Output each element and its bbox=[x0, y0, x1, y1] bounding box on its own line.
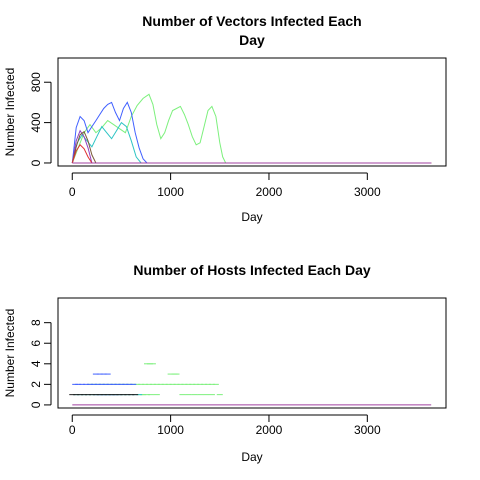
chart-title: Day bbox=[239, 32, 265, 48]
y-tick-label: 800 bbox=[29, 72, 43, 92]
x-tick-label: 0 bbox=[69, 185, 76, 199]
x-tick-label: 3000 bbox=[354, 423, 381, 437]
x-tick-label: 1000 bbox=[157, 185, 184, 199]
y-tick-label: 0 bbox=[29, 401, 43, 408]
plot-frame bbox=[57, 297, 447, 409]
y-tick-label: 4 bbox=[29, 360, 43, 367]
y-tick-label: 0 bbox=[29, 159, 43, 166]
plot-frame bbox=[57, 57, 447, 167]
series-line-3 bbox=[71, 129, 432, 164]
series-line-1 bbox=[71, 101, 432, 164]
chart-title: Number of Hosts Infected Each Day bbox=[133, 262, 370, 278]
x-tick-label: 0 bbox=[69, 423, 76, 437]
chart-title: Number of Vectors Infected Each bbox=[142, 13, 361, 29]
y-axis-label: Number Infected bbox=[3, 68, 17, 157]
x-tick-label: 3000 bbox=[354, 185, 381, 199]
x-tick-label: 1000 bbox=[157, 423, 184, 437]
vectors-chart: Number of Vectors Infected Each Day 0 1000 2… bbox=[3, 13, 447, 224]
y-axis-label: Number Infected bbox=[3, 309, 17, 398]
x-tick-label: 2000 bbox=[256, 185, 283, 199]
y-tick-label: 6 bbox=[29, 340, 43, 347]
series-line-2 bbox=[71, 121, 432, 164]
x-axis-label: Day bbox=[241, 450, 262, 464]
y-tick-label: 400 bbox=[29, 112, 43, 132]
series-line-4 bbox=[71, 130, 432, 164]
series-line-0 bbox=[71, 93, 432, 164]
x-tick-label: 2000 bbox=[256, 423, 283, 437]
series-line-5 bbox=[71, 144, 432, 164]
y-tick-label: 2 bbox=[29, 381, 43, 388]
x-axis-label: Day bbox=[241, 210, 262, 224]
y-tick-label: 8 bbox=[29, 319, 43, 326]
